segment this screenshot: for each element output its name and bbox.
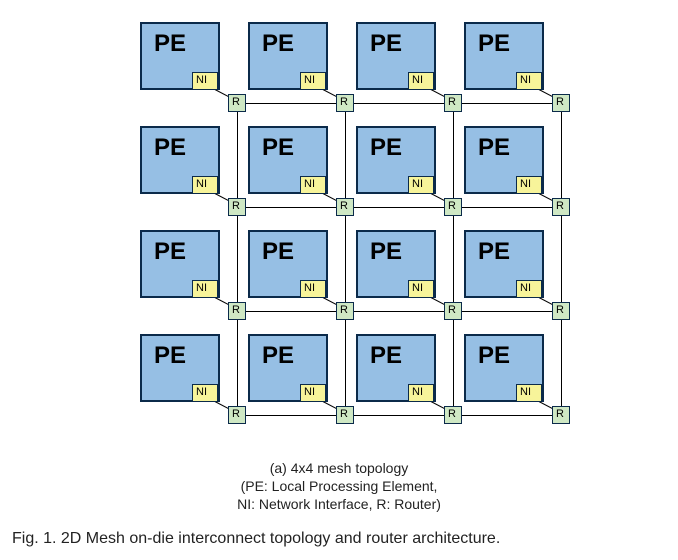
mesh-link — [453, 311, 561, 312]
router-label: R — [556, 304, 564, 316]
pe-label: PE — [154, 134, 186, 162]
router-label: R — [232, 304, 240, 316]
ni-label: NI — [196, 282, 207, 294]
pe-label: PE — [478, 30, 510, 58]
router-label: R — [448, 408, 456, 420]
pe-label: PE — [154, 30, 186, 58]
subcaption-line1: (a) 4x4 mesh topology — [0, 460, 678, 476]
ni-label: NI — [196, 74, 207, 86]
mesh-link — [237, 207, 238, 311]
pe-label: PE — [478, 342, 510, 370]
router-label: R — [232, 96, 240, 108]
mesh-link — [453, 103, 561, 104]
ni-label: NI — [412, 178, 423, 190]
pe-label: PE — [154, 238, 186, 266]
router-label: R — [340, 96, 348, 108]
mesh-link — [453, 207, 454, 311]
mesh-link — [561, 207, 562, 311]
router-label: R — [448, 304, 456, 316]
pe-label: PE — [262, 30, 294, 58]
router-label: R — [340, 408, 348, 420]
mesh-link — [237, 103, 345, 104]
pe-label: PE — [370, 342, 402, 370]
router-label: R — [448, 200, 456, 212]
subcaption-line2: (PE: Local Processing Element, — [0, 478, 678, 494]
ni-label: NI — [196, 178, 207, 190]
ni-label: NI — [196, 386, 207, 398]
mesh-link — [345, 103, 346, 207]
ni-label: NI — [304, 74, 315, 86]
router-label: R — [556, 200, 564, 212]
pe-label: PE — [262, 342, 294, 370]
ni-label: NI — [304, 282, 315, 294]
mesh-link — [237, 311, 345, 312]
mesh-link — [345, 311, 346, 415]
mesh-link — [453, 207, 561, 208]
router-label: R — [448, 96, 456, 108]
pe-label: PE — [262, 238, 294, 266]
router-label: R — [556, 96, 564, 108]
mesh-link — [561, 311, 562, 415]
mesh-link — [237, 207, 345, 208]
ni-label: NI — [520, 282, 531, 294]
ni-label: NI — [412, 386, 423, 398]
mesh-link — [237, 311, 238, 415]
mesh-link — [345, 207, 453, 208]
subcaption-line3: NI: Network Interface, R: Router) — [0, 496, 678, 512]
mesh-link — [345, 311, 453, 312]
pe-label: PE — [370, 30, 402, 58]
router-label: R — [340, 200, 348, 212]
pe-label: PE — [478, 238, 510, 266]
mesh-link — [237, 103, 238, 207]
pe-label: PE — [478, 134, 510, 162]
mesh-link — [237, 415, 345, 416]
pe-label: PE — [370, 134, 402, 162]
ni-label: NI — [304, 386, 315, 398]
ni-label: NI — [412, 282, 423, 294]
router-label: R — [232, 408, 240, 420]
mesh-link — [453, 415, 561, 416]
ni-label: NI — [520, 74, 531, 86]
mesh-link — [345, 415, 453, 416]
pe-label: PE — [262, 134, 294, 162]
figure-caption: Fig. 1. 2D Mesh on-die interconnect topo… — [12, 530, 666, 548]
mesh-link — [453, 311, 454, 415]
mesh-link — [345, 207, 346, 311]
ni-label: NI — [304, 178, 315, 190]
router-label: R — [340, 304, 348, 316]
router-label: R — [232, 200, 240, 212]
pe-label: PE — [370, 238, 402, 266]
mesh-link — [345, 103, 453, 104]
router-label: R — [556, 408, 564, 420]
mesh-link — [561, 103, 562, 207]
ni-label: NI — [520, 178, 531, 190]
ni-label: NI — [520, 386, 531, 398]
ni-label: NI — [412, 74, 423, 86]
mesh-link — [453, 103, 454, 207]
pe-label: PE — [154, 342, 186, 370]
